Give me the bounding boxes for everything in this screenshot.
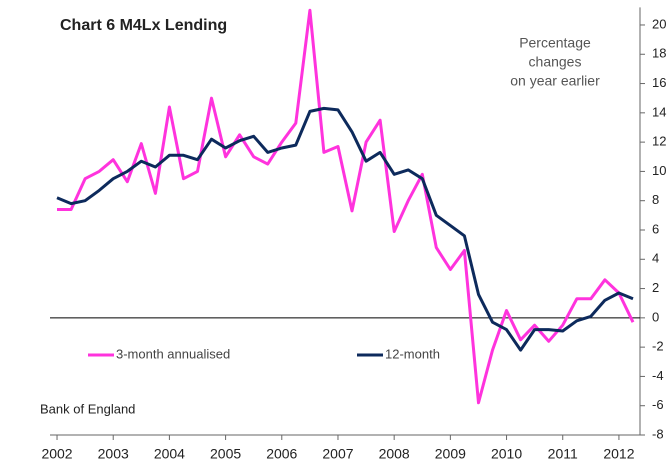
series-line: [56, 106, 634, 352]
y-tick-label: 0: [652, 309, 659, 324]
annotation: on year earlier: [510, 73, 600, 89]
x-tick-label: 2011: [548, 446, 578, 462]
x-tick-label: 2004: [154, 446, 185, 462]
y-tick-label: -2: [652, 339, 664, 354]
y-tick-label: 8: [652, 192, 659, 207]
x-tick-label: 2009: [435, 446, 466, 462]
annotation: Percentage: [519, 35, 591, 51]
x-tick-label: 2006: [266, 446, 297, 462]
y-tick-label: 12: [652, 134, 666, 149]
chart-title: Chart 6 M4Lx Lending: [60, 17, 227, 34]
x-tick-label: 2012: [603, 446, 634, 462]
y-tick-label: 10: [652, 163, 666, 178]
y-tick-label: 4: [652, 251, 659, 266]
y-tick-label: 14: [652, 104, 666, 119]
y-tick-label: 20: [652, 16, 666, 31]
y-tick-label: 16: [652, 75, 666, 90]
x-tick-label: 2005: [210, 446, 241, 462]
y-tick-label: -8: [652, 426, 664, 441]
legend-label: 12-month: [385, 346, 440, 361]
series-line: [57, 8, 635, 405]
x-tick-label: 2008: [379, 446, 410, 462]
legend-label: 3-month annualised: [116, 346, 230, 361]
x-tick-label: 2003: [98, 446, 129, 462]
y-tick-label: 6: [652, 221, 659, 236]
source: Bank of England: [40, 401, 135, 416]
annotation: changes: [529, 54, 582, 70]
x-tick-label: 2010: [491, 446, 522, 462]
y-tick-label: 18: [652, 46, 666, 61]
y-tick-label: -4: [652, 368, 664, 383]
x-tick-label: 2007: [322, 446, 353, 462]
y-tick-label: 2: [652, 280, 659, 295]
y-tick-label: -6: [652, 397, 664, 412]
x-tick-label: 2002: [41, 446, 72, 462]
